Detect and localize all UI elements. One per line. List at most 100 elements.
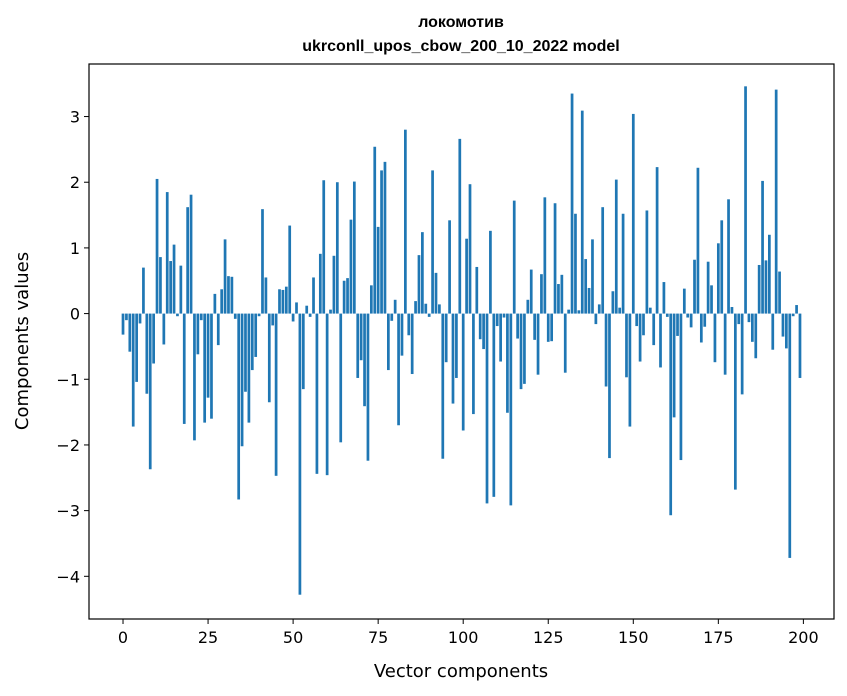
bar-component-174 — [713, 313, 717, 363]
bar-component-37 — [247, 313, 251, 423]
bar-component-150 — [631, 113, 635, 314]
x-tick-label: 125 — [533, 628, 564, 647]
bar-component-35 — [240, 313, 244, 447]
bar-component-93 — [438, 304, 441, 314]
bars-group — [121, 86, 802, 595]
bar-component-63 — [335, 182, 339, 314]
bar-component-117 — [519, 313, 523, 390]
bar-component-38 — [250, 313, 254, 371]
bar-component-137 — [587, 287, 591, 314]
bar-component-50 — [291, 313, 295, 322]
bar-component-65 — [342, 280, 346, 314]
bar-component-134 — [577, 310, 581, 314]
bar-component-113 — [506, 313, 509, 413]
x-axis-ticks: 0 25 50 75 100 125 150 175 200 — [118, 619, 819, 647]
bar-component-186 — [754, 313, 758, 359]
bar-component-22 — [196, 313, 200, 355]
bar-component-116 — [516, 313, 519, 339]
chart-subtitle: ukrconll_upos_cbow_200_10_2022 model — [302, 38, 619, 55]
bar-component-163 — [676, 313, 679, 336]
bar-component-6 — [142, 267, 145, 314]
bar-component-190 — [768, 234, 771, 314]
bar-component-146 — [618, 307, 622, 314]
bar-component-147 — [621, 213, 625, 314]
x-tick-label: 200 — [788, 628, 819, 647]
bar-component-89 — [424, 303, 428, 314]
bar-component-51 — [295, 302, 298, 314]
bar-component-126 — [550, 313, 554, 342]
bar-component-156 — [652, 313, 656, 346]
bar-component-54 — [305, 305, 309, 314]
bar-component-145 — [614, 179, 618, 314]
bar-component-179 — [730, 307, 734, 314]
bar-component-68 — [352, 181, 356, 314]
bar-component-157 — [655, 167, 659, 314]
y-tick-label: 1 — [70, 239, 80, 258]
bar-component-34 — [237, 313, 241, 500]
bar-component-24 — [203, 313, 207, 423]
bar-component-168 — [693, 259, 696, 314]
bar-component-88 — [421, 232, 424, 314]
bar-component-66 — [346, 278, 349, 314]
bar-component-99 — [458, 138, 462, 314]
bar-component-133 — [574, 213, 577, 314]
bar-component-177 — [723, 313, 727, 375]
bar-component-1 — [125, 313, 128, 321]
bar-component-49 — [288, 225, 292, 314]
bar-component-149 — [628, 313, 632, 427]
bar-component-25 — [206, 313, 210, 398]
y-tick-label: 3 — [70, 108, 80, 127]
bar-component-45 — [274, 313, 278, 476]
y-tick-label: −4 — [56, 567, 80, 586]
bar-component-69 — [356, 313, 360, 378]
bar-component-53 — [301, 313, 305, 390]
bar-component-43 — [267, 313, 271, 403]
bar-component-33 — [233, 313, 237, 319]
bar-component-121 — [533, 313, 536, 340]
bar-component-152 — [638, 313, 642, 362]
bar-component-94 — [441, 313, 445, 459]
bar-component-90 — [427, 313, 431, 317]
bar-component-125 — [546, 313, 550, 342]
bar-component-71 — [363, 313, 366, 407]
bar-component-98 — [455, 313, 458, 378]
bar-component-153 — [642, 313, 645, 336]
bar-component-67 — [349, 219, 353, 314]
chart-title: локомотив — [418, 14, 504, 31]
bar-component-191 — [771, 313, 775, 350]
bar-component-115 — [512, 200, 516, 314]
y-tick-label: 2 — [70, 173, 80, 192]
bar-component-36 — [244, 313, 247, 392]
y-tick-label: −2 — [56, 436, 80, 455]
bar-component-131 — [567, 309, 571, 314]
bar-component-195 — [785, 313, 788, 349]
x-tick-label: 0 — [118, 628, 128, 647]
bar-component-73 — [369, 285, 373, 314]
bar-component-70 — [359, 313, 363, 361]
x-tick-label: 50 — [283, 628, 303, 647]
bar-component-10 — [155, 178, 159, 314]
bar-component-166 — [686, 313, 690, 318]
bar-component-175 — [716, 243, 720, 314]
bar-component-4 — [135, 313, 138, 382]
bar-component-142 — [604, 313, 608, 387]
bar-component-3 — [131, 313, 135, 427]
bar-component-75 — [376, 226, 380, 314]
bar-component-12 — [162, 313, 166, 345]
y-axis-label: Components values — [12, 252, 33, 430]
bar-component-162 — [672, 313, 676, 418]
bar-component-128 — [557, 284, 560, 314]
bar-component-85 — [410, 313, 414, 375]
bar-component-80 — [393, 299, 397, 314]
bar-component-196 — [788, 313, 792, 558]
bar-component-23 — [199, 313, 203, 321]
bar-component-178 — [727, 199, 730, 314]
bar-component-181 — [737, 313, 741, 325]
x-tick-label: 100 — [448, 628, 479, 647]
bar-component-84 — [407, 313, 411, 336]
bar-component-15 — [172, 244, 176, 314]
bar-component-86 — [414, 301, 417, 314]
bar-component-185 — [751, 313, 754, 342]
bar-component-161 — [669, 313, 673, 516]
bar-component-148 — [625, 313, 628, 378]
